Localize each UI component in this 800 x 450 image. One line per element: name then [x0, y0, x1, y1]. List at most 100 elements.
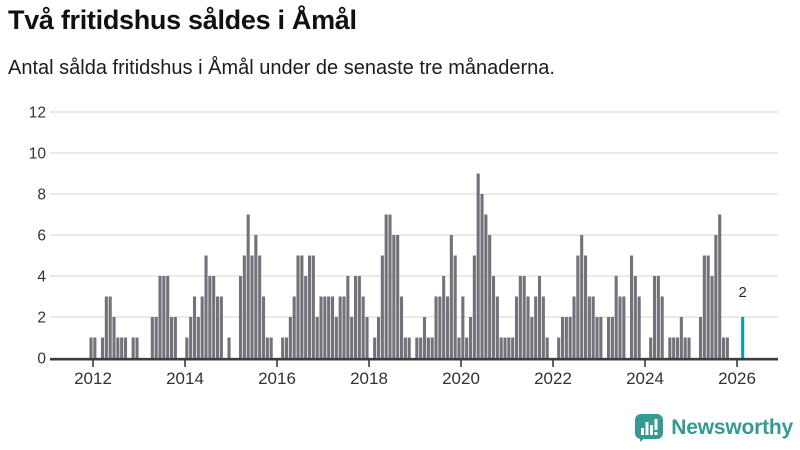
bar: [419, 337, 423, 358]
bars: [89, 173, 745, 358]
bar: [679, 317, 683, 358]
x-axis: 2012 2014 2016 2018 2020 2022 2024 2026: [50, 357, 778, 388]
bar: [323, 296, 327, 358]
bar-chart-speech-bubble-icon: [635, 414, 664, 442]
bar: [396, 235, 400, 358]
bar: [449, 235, 453, 358]
bar: [656, 276, 660, 358]
bar: [307, 255, 312, 358]
bar: [104, 296, 108, 358]
bar: [120, 337, 124, 358]
bar: [637, 296, 641, 358]
bar: [518, 276, 522, 358]
bar: [683, 337, 687, 358]
bar: [200, 296, 204, 358]
bar: [116, 337, 120, 358]
bar: [169, 317, 174, 358]
bar: [488, 235, 492, 358]
bar: [189, 317, 193, 358]
bar: [311, 255, 315, 358]
y-tick-label: 10: [29, 146, 47, 163]
highlighted-bar: [741, 317, 745, 358]
bar: [154, 317, 158, 358]
brand-name: Newsworthy: [671, 416, 793, 439]
bar: [319, 296, 323, 358]
y-tick-label: 0: [37, 351, 46, 368]
bar: [238, 276, 243, 358]
bar: [442, 276, 446, 358]
bar: [718, 214, 722, 358]
bar: [380, 255, 384, 358]
bar: [445, 296, 450, 358]
bar: [430, 337, 434, 358]
x-tick-label: 2014: [166, 369, 204, 388]
bar: [373, 337, 377, 358]
bar: [534, 296, 538, 358]
bar: [587, 296, 591, 358]
bar: [361, 296, 365, 358]
bar: [633, 276, 637, 358]
bar: [503, 337, 507, 358]
bar: [606, 317, 611, 358]
bar: [541, 296, 545, 358]
bar: [112, 317, 116, 358]
bar: [215, 296, 220, 358]
bar: [599, 317, 603, 358]
bar: [576, 255, 580, 358]
bar: [595, 317, 599, 358]
bar: [327, 296, 331, 358]
bar: [269, 337, 273, 358]
bar: [350, 317, 354, 358]
bar: [438, 296, 442, 358]
bar: [672, 337, 676, 358]
bar: [629, 255, 634, 358]
bar: [288, 317, 292, 358]
bar: [100, 337, 105, 358]
bar: [499, 337, 503, 358]
bar: [108, 296, 112, 358]
bar: [564, 317, 568, 358]
bar: [480, 194, 484, 358]
x-tick-label: 2024: [626, 369, 664, 388]
x-tick-label: 2012: [74, 369, 112, 388]
bar: [173, 317, 177, 358]
bar: [185, 337, 189, 358]
bar: [376, 317, 381, 358]
bar: [530, 317, 534, 358]
bar: [568, 317, 572, 358]
bar: [258, 255, 262, 358]
bar: [698, 317, 703, 358]
bar: [710, 276, 714, 358]
bar: [227, 337, 231, 358]
bar: [618, 296, 622, 358]
bar: [468, 317, 473, 358]
bar: [457, 337, 461, 358]
x-tick-label: 2020: [442, 369, 480, 388]
x-tick-label: 2016: [258, 369, 296, 388]
bar: [150, 317, 154, 358]
bar: [614, 276, 618, 358]
bar: [706, 255, 710, 358]
newsworthy-logo: Newsworthy: [634, 413, 793, 443]
y-tick-label: 12: [29, 105, 46, 122]
bar: [580, 235, 584, 358]
bar: [166, 276, 170, 358]
bar: [219, 296, 223, 358]
bar: [89, 337, 93, 358]
bar: [93, 337, 97, 358]
bar: [342, 296, 346, 358]
bar: [537, 276, 542, 358]
bar: [392, 235, 396, 358]
bar: [284, 337, 289, 358]
bar: [675, 337, 680, 358]
bar: [702, 255, 706, 358]
bar: [281, 337, 285, 358]
bar: [353, 276, 358, 358]
bar: [511, 337, 515, 358]
bar: [545, 337, 549, 358]
latest-value-label: 2: [739, 284, 747, 301]
bar: [465, 337, 469, 358]
bar: [668, 337, 672, 358]
bar: [610, 317, 614, 358]
